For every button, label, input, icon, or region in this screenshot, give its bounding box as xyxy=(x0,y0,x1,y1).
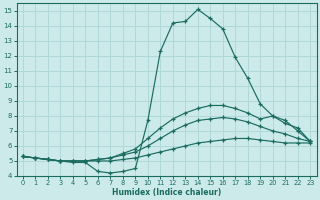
X-axis label: Humidex (Indice chaleur): Humidex (Indice chaleur) xyxy=(112,188,221,197)
